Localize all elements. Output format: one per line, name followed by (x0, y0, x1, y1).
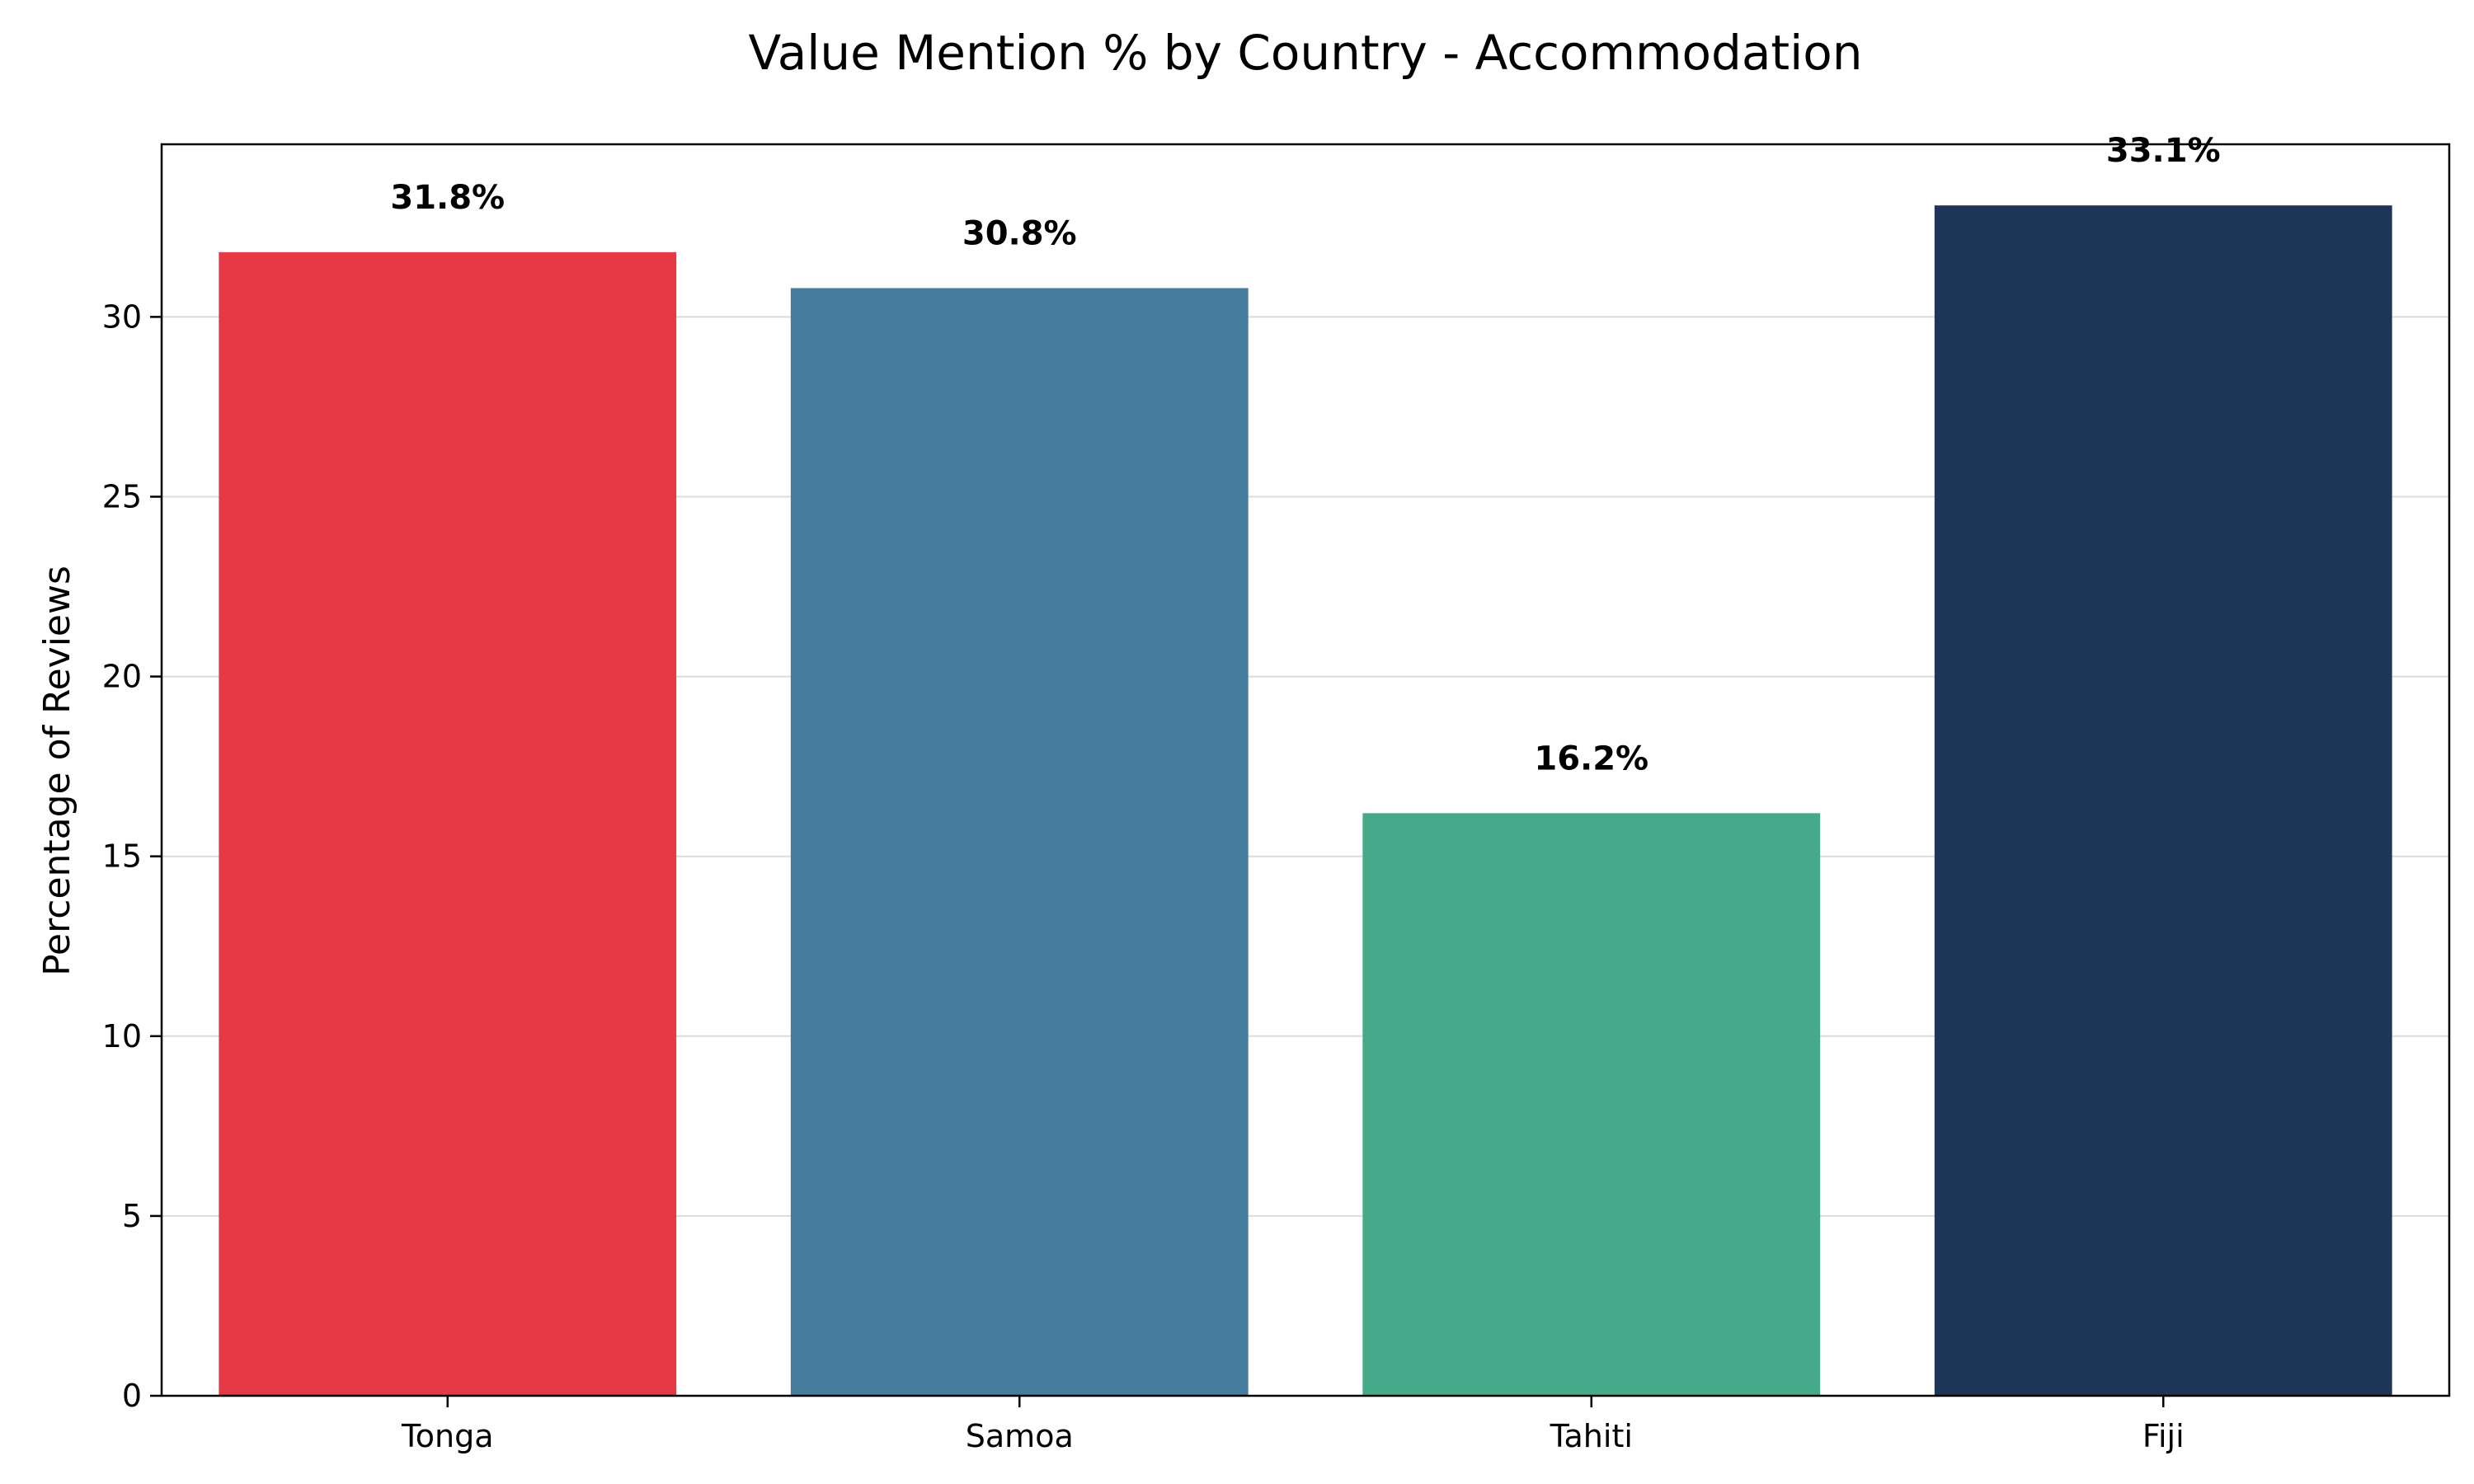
y-tick-label: 30 (102, 298, 142, 335)
data-label-tahiti: 16.2% (1534, 740, 1649, 777)
bars (219, 205, 2392, 1397)
bar-fiji (1934, 205, 2392, 1397)
y-tick-label: 5 (122, 1198, 142, 1234)
data-label-fiji: 33.1% (2106, 132, 2221, 170)
bar-tahiti (1362, 813, 1821, 1396)
y-tick-label: 10 (102, 1018, 142, 1054)
y-axis-ticks: 0 5 10 15 20 25 30 (102, 298, 162, 1414)
x-tick-label-fiji: Fiji (2142, 1418, 2185, 1454)
x-tick-label-tonga: Tonga (401, 1418, 494, 1454)
y-tick-label: 0 (122, 1378, 142, 1414)
plot-frame (160, 143, 2451, 1397)
bar-samoa (790, 288, 1249, 1396)
y-tick-label: 25 (102, 478, 142, 514)
chart-title: Value Mention % by Country - Accommodati… (749, 25, 1863, 81)
x-tick-label-samoa: Samoa (966, 1418, 1074, 1454)
bar-tonga (219, 251, 677, 1396)
data-label-tonga: 31.8% (390, 179, 505, 217)
x-tick-label-tahiti: Tahiti (1550, 1418, 1633, 1454)
y-axis-label: Percentage of Reviews (36, 566, 78, 976)
data-label-samoa: 30.8% (962, 214, 1077, 252)
y-tick-label: 20 (102, 659, 142, 695)
data-labels: 31.8% 30.8% 16.2% 33.1% (390, 132, 2220, 777)
y-tick-label: 15 (102, 838, 142, 875)
x-axis-ticks: Tonga Samoa Tahiti Fiji (401, 1396, 2185, 1454)
